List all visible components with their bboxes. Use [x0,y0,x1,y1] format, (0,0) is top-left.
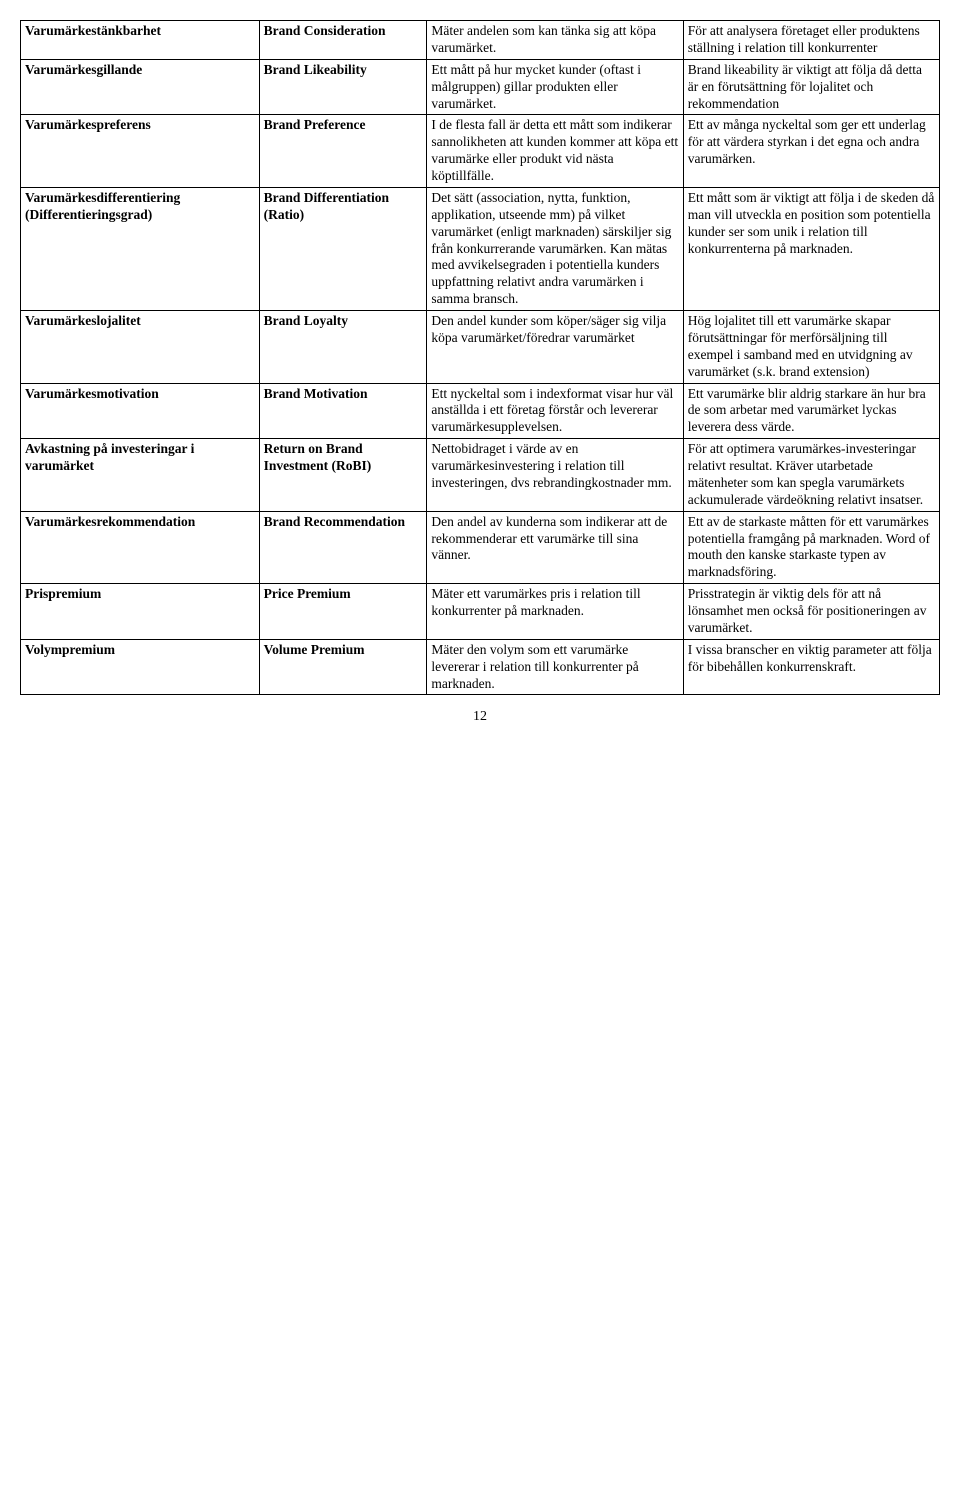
cell-english-term: Price Premium [259,584,427,640]
cell-swedish-term: Varumärkeslojalitet [21,311,260,384]
cell-rationale: Brand likeability är viktigt att följa d… [683,59,939,115]
cell-rationale: Hög lojalitet till ett varumärke skapar … [683,311,939,384]
cell-english-term: Brand Differentiation (Ratio) [259,187,427,310]
table-row: Varumärkeslojalitet Brand Loyalty Den an… [21,311,940,384]
cell-description: Det sätt (association, nytta, funktion, … [427,187,683,310]
cell-rationale: Ett av de starkaste måtten för ett varum… [683,511,939,584]
table-row: Varumärkesdifferentiering (Differentieri… [21,187,940,310]
brand-metrics-table: Varumärkestänkbarhet Brand Consideration… [20,20,940,695]
cell-description: Ett mått på hur mycket kunder (oftast i … [427,59,683,115]
cell-swedish-term: Avkastning på investeringar i varumärket [21,439,260,512]
cell-swedish-term: Varumärkesrekommendation [21,511,260,584]
cell-english-term: Brand Preference [259,115,427,188]
cell-description: Den andel kunder som köper/säger sig vil… [427,311,683,384]
table-row: Varumärkesmotivation Brand Motivation Et… [21,383,940,439]
cell-swedish-term: Varumärkespreferens [21,115,260,188]
page-number: 12 [20,709,940,725]
cell-english-term: Brand Likeability [259,59,427,115]
cell-rationale: För att optimera varumärkes-investeringa… [683,439,939,512]
cell-rationale: Ett varumärke blir aldrig starkare än hu… [683,383,939,439]
table-row: Avkastning på investeringar i varumärket… [21,439,940,512]
cell-description: I de flesta fall är detta ett mått som i… [427,115,683,188]
cell-english-term: Brand Motivation [259,383,427,439]
cell-description: Ett nyckeltal som i indexformat visar hu… [427,383,683,439]
table-row: Varumärkesgillande Brand Likeability Ett… [21,59,940,115]
cell-rationale: Prisstrategin är viktig dels för att nå … [683,584,939,640]
cell-description: Mäter den volym som ett varumärke levere… [427,639,683,695]
cell-swedish-term: Prispremium [21,584,260,640]
cell-rationale: I vissa branscher en viktig parameter at… [683,639,939,695]
cell-english-term: Return on Brand Investment (RoBI) [259,439,427,512]
table-row: Prispremium Price Premium Mäter ett varu… [21,584,940,640]
cell-english-term: Volume Premium [259,639,427,695]
cell-swedish-term: Varumärkesmotivation [21,383,260,439]
table-row: Varumärkestänkbarhet Brand Consideration… [21,21,940,60]
cell-rationale: För att analysera företaget eller produk… [683,21,939,60]
cell-english-term: Brand Loyalty [259,311,427,384]
cell-swedish-term: Varumärkesgillande [21,59,260,115]
cell-rationale: Ett av många nyckeltal som ger ett under… [683,115,939,188]
cell-swedish-term: Volympremium [21,639,260,695]
cell-rationale: Ett mått som är viktigt att följa i de s… [683,187,939,310]
table-row: Varumärkespreferens Brand Preference I d… [21,115,940,188]
cell-swedish-term: Varumärkestänkbarhet [21,21,260,60]
table-row: Varumärkesrekommendation Brand Recommend… [21,511,940,584]
table-body: Varumärkestänkbarhet Brand Consideration… [21,21,940,695]
cell-english-term: Brand Recommendation [259,511,427,584]
cell-description: Den andel av kunderna som indikerar att … [427,511,683,584]
cell-english-term: Brand Consideration [259,21,427,60]
table-row: Volympremium Volume Premium Mäter den vo… [21,639,940,695]
cell-description: Mäter andelen som kan tänka sig att köpa… [427,21,683,60]
cell-description: Nettobidraget i värde av en varumärkesin… [427,439,683,512]
cell-description: Mäter ett varumärkes pris i relation til… [427,584,683,640]
cell-swedish-term: Varumärkesdifferentiering (Differentieri… [21,187,260,310]
